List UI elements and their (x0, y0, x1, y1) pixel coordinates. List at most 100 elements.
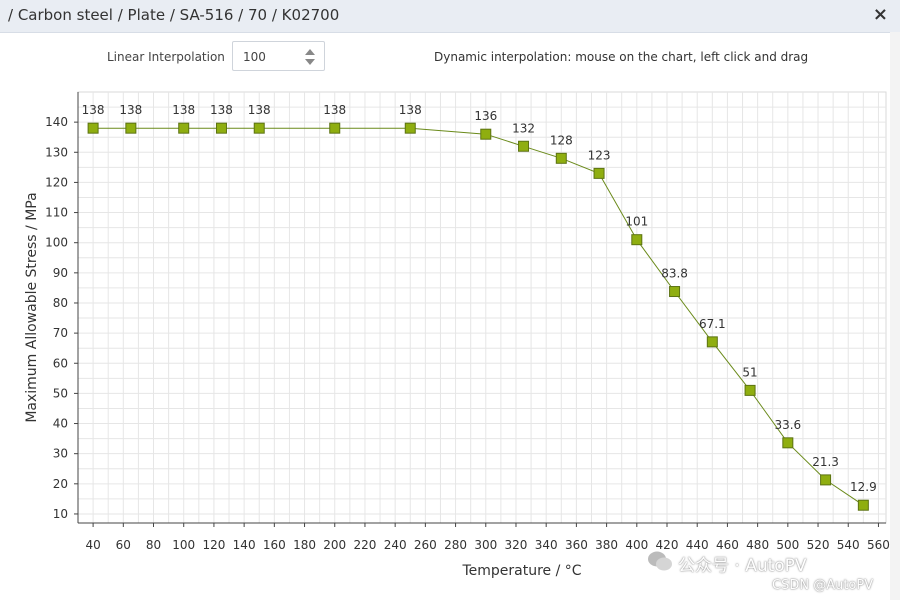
wechat-icon (648, 551, 672, 571)
x-tick-label: 220 (354, 538, 377, 552)
x-tick-label: 100 (172, 538, 195, 552)
data-point-label: 138 (323, 103, 346, 117)
toolbar: Linear Interpolation 100 Dynamic interpo… (0, 32, 900, 82)
spinner-up-icon[interactable] (305, 49, 315, 55)
data-point-label: 132 (512, 121, 535, 135)
x-tick-label: 320 (505, 538, 528, 552)
data-point-marker[interactable] (253, 122, 265, 134)
data-point-label: 33.6 (774, 418, 801, 432)
x-tick-label: 140 (233, 538, 256, 552)
y-tick-label: 40 (53, 417, 68, 431)
data-point-label: 138 (399, 103, 422, 117)
data-point-label: 51 (742, 365, 757, 379)
data-labels: 138 138 138 138 138 138 138 136 132 128 123 101 83.8… (82, 103, 877, 494)
chart-grid (77, 91, 887, 524)
data-point-label: 128 (550, 133, 573, 147)
data-point-label: 83.8 (661, 267, 688, 281)
x-tick-label: 460 (716, 538, 739, 552)
x-tick-label: 500 (776, 538, 799, 552)
x-tick-label: 280 (444, 538, 467, 552)
x-tick-label: 480 (746, 538, 769, 552)
close-icon[interactable]: × (872, 4, 888, 25)
x-tick-label: 520 (807, 538, 830, 552)
chart-axes (77, 92, 886, 524)
data-point-marker[interactable] (404, 122, 416, 134)
data-point-marker[interactable] (329, 122, 341, 134)
vertical-scrollbar[interactable] (890, 32, 900, 600)
wechat-watermark: 公众号 · AutoPV (648, 551, 807, 576)
data-point-label: 67.1 (699, 317, 726, 331)
y-axis-ticks: 10 20 30 40 50 60 70 80 90 100 110 120 130 140 (45, 115, 78, 521)
data-point-marker[interactable] (125, 122, 137, 134)
y-tick-label: 10 (53, 507, 68, 521)
data-point-label: 138 (82, 103, 105, 117)
x-tick-label: 260 (414, 538, 437, 552)
data-point-marker[interactable] (178, 122, 190, 134)
data-point-label: 21.3 (812, 455, 839, 469)
y-tick-label: 70 (53, 326, 68, 340)
data-point-marker[interactable] (555, 152, 567, 164)
spinner-arrows[interactable] (304, 47, 316, 67)
x-tick-label: 440 (686, 538, 709, 552)
wechat-watermark-text: 公众号 · AutoPV (678, 556, 807, 576)
x-tick-label: 120 (202, 538, 225, 552)
data-point-marker[interactable] (857, 499, 869, 511)
y-axis-label: Maximum Allowable Stress / MPa (24, 192, 40, 422)
data-point-marker[interactable] (706, 336, 718, 348)
x-axis-label: Temperature / °C (461, 563, 581, 579)
data-point-marker[interactable] (631, 234, 643, 246)
data-markers[interactable] (87, 122, 869, 511)
data-point-marker[interactable] (518, 140, 530, 152)
spinner-down-icon[interactable] (305, 59, 315, 65)
data-point-label: 138 (248, 103, 271, 117)
x-tick-label: 420 (656, 538, 679, 552)
plot-area (77, 91, 887, 524)
x-axis-ticks: 40 60 80 100 120 140 160 180 200 220 240 260 280 300 3… (85, 523, 890, 552)
x-tick-label: 380 (595, 538, 618, 552)
x-tick-label: 540 (837, 538, 860, 552)
x-tick-label: 300 (474, 538, 497, 552)
title-bar: / Carbon steel / Plate / SA-516 / 70 / K… (0, 0, 900, 33)
dynamic-interpolation-hint: Dynamic interpolation: mouse on the char… (434, 50, 809, 64)
window-title: / Carbon steel / Plate / SA-516 / 70 / K… (8, 6, 340, 24)
data-point-marker[interactable] (87, 122, 99, 134)
y-tick-label: 140 (45, 115, 68, 129)
series-line (93, 127, 864, 506)
data-point-label: 123 (588, 148, 611, 162)
x-tick-label: 400 (625, 538, 648, 552)
x-tick-label: 80 (146, 538, 161, 552)
data-point-marker[interactable] (480, 128, 492, 140)
data-point-marker[interactable] (669, 286, 681, 298)
data-point-label: 138 (172, 103, 195, 117)
x-tick-label: 560 (867, 538, 890, 552)
x-tick-label: 160 (263, 538, 286, 552)
interpolation-input[interactable]: 100 (232, 41, 325, 71)
x-tick-label: 360 (565, 538, 588, 552)
x-tick-label: 180 (293, 538, 316, 552)
interpolation-value[interactable]: 100 (243, 50, 266, 64)
stress-chart[interactable]: 40 60 80 100 120 140 160 180 200 220 240 260 280 300 3… (0, 80, 890, 600)
x-tick-label: 240 (384, 538, 407, 552)
x-tick-label: 200 (323, 538, 346, 552)
x-tick-label: 340 (535, 538, 558, 552)
data-point-marker[interactable] (782, 437, 794, 449)
data-point-marker[interactable] (215, 122, 227, 134)
data-point-marker[interactable] (820, 474, 832, 486)
y-tick-label: 100 (45, 236, 68, 250)
x-tick-label: 40 (85, 538, 100, 552)
x-tick-label: 60 (116, 538, 131, 552)
data-point-label: 138 (119, 103, 142, 117)
data-point-label: 12.9 (850, 480, 877, 494)
data-point-label: 136 (474, 109, 497, 123)
y-tick-label: 30 (53, 447, 68, 461)
y-tick-label: 120 (45, 175, 68, 189)
y-tick-label: 80 (53, 296, 68, 310)
y-tick-label: 110 (45, 206, 68, 220)
data-point-label: 138 (210, 103, 233, 117)
y-tick-label: 20 (53, 477, 68, 491)
csdn-watermark: CSDN @AutoPV (772, 578, 874, 593)
interpolation-label: Linear Interpolation (107, 50, 225, 64)
data-point-marker[interactable] (744, 384, 756, 396)
data-point-marker[interactable] (593, 167, 605, 179)
y-tick-label: 50 (53, 386, 68, 400)
